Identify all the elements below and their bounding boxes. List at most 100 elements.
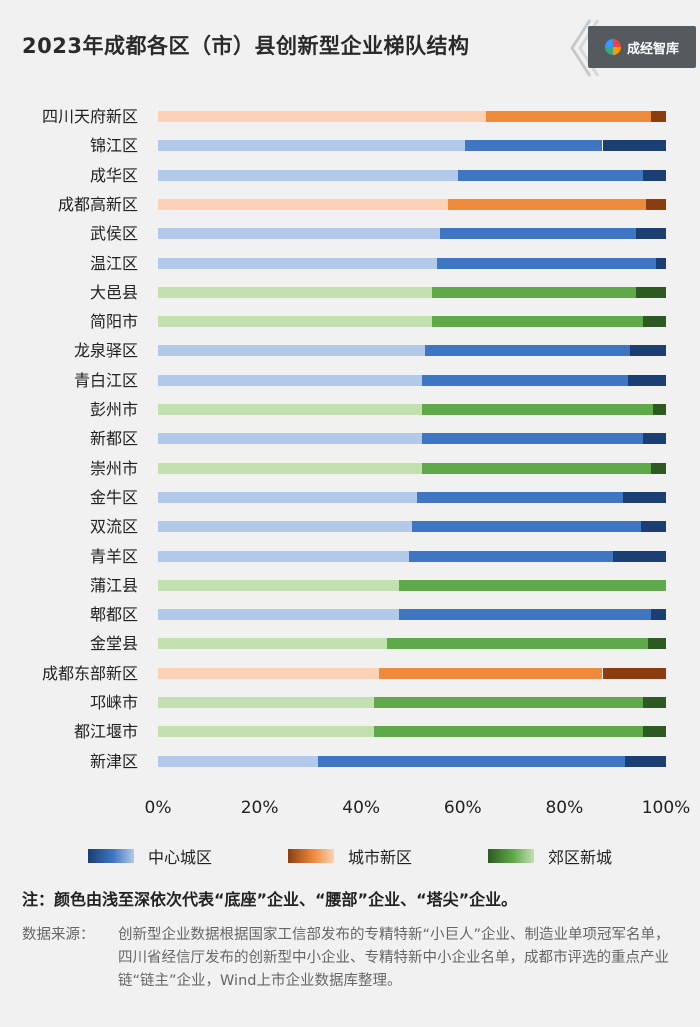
bar-segment — [412, 521, 641, 533]
bar-segment — [158, 169, 458, 181]
x-tick-label: 40% — [342, 798, 381, 818]
legend-item-newcity: 城市新区 — [288, 846, 413, 867]
bar-segment — [643, 433, 666, 445]
bar-segment — [158, 316, 433, 328]
bar-segment — [439, 228, 636, 240]
category-label: 青羊区 — [89, 546, 138, 566]
logo-mark-icon — [604, 39, 621, 55]
bar-segment — [625, 755, 666, 767]
bar-segment — [622, 491, 666, 503]
bar-segment — [318, 755, 626, 767]
bar-segment — [399, 579, 666, 591]
x-tick-label: 100% — [641, 798, 691, 818]
bar-segment — [457, 169, 644, 181]
legend-swatch-newcity — [288, 849, 334, 863]
bar-segment — [465, 140, 603, 152]
legend-label-suburb: 郊区新城 — [548, 848, 613, 867]
category-label: 金堂县 — [89, 634, 138, 654]
bar-segment — [422, 374, 628, 386]
bar-segment — [378, 667, 603, 679]
category-label: 金牛区 — [89, 487, 138, 507]
data-source: 数据来源： 创新型企业数据根据国家工信部发布的专精特新“小巨人”企业、制造业单项… — [22, 924, 682, 993]
x-tick-label: 80% — [545, 798, 584, 818]
bar-segment — [158, 404, 423, 415]
brand-logo: 成经智库 — [560, 18, 700, 78]
bar-segment — [643, 726, 666, 738]
logo-text: 成经智库 — [626, 41, 679, 57]
bar-segment — [158, 286, 433, 298]
bar-segment — [422, 462, 651, 474]
bar-segment — [373, 697, 644, 708]
x-tick-label: 20% — [240, 798, 279, 818]
category-label: 青白江区 — [73, 370, 138, 390]
category-label: 成都高新区 — [57, 194, 138, 214]
bar-segment — [158, 521, 412, 533]
bar-segment — [158, 550, 410, 562]
category-label: 简阳市 — [89, 312, 138, 332]
bar-segment — [158, 726, 374, 738]
source-text: 创新型企业数据根据国家工信部发布的专精特新“小巨人”企业、制造业单项冠军名单，四… — [118, 927, 670, 989]
bar-segment — [612, 550, 666, 562]
bar-segment — [158, 667, 379, 679]
color-note: 注：颜色由浅至深依次代表“底座”企业、“腰部”企业、“塔尖”企业。 — [22, 890, 518, 909]
bar-segment — [650, 462, 666, 474]
bar-segment — [158, 755, 319, 767]
bar-segment — [630, 345, 666, 357]
bar-segment — [602, 140, 666, 152]
bar-segment — [158, 140, 466, 152]
category-label: 龙泉驿区 — [73, 341, 138, 361]
bar-segment — [158, 433, 423, 445]
category-label: 四川天府新区 — [41, 107, 138, 126]
legend-item-center: 中心城区 — [88, 846, 212, 867]
category-label: 成都东部新区 — [41, 663, 138, 683]
legend-swatch-suburb — [488, 849, 534, 863]
category-label: 蒲江县 — [89, 575, 138, 595]
logo-badge: 成经智库 — [588, 26, 696, 68]
bar-segment — [602, 667, 666, 679]
source-label: 数据来源： — [22, 927, 95, 943]
bar-segment — [655, 257, 666, 269]
category-label: 新都区 — [89, 429, 138, 449]
bar-segment — [640, 521, 666, 533]
bar-segment — [643, 697, 666, 708]
category-label: 成华区 — [89, 165, 138, 185]
legend-item-suburb: 郊区新城 — [488, 846, 613, 867]
legend-label-newcity: 城市新区 — [348, 848, 413, 867]
bar-segment — [158, 374, 423, 386]
bar-segment — [386, 638, 649, 650]
category-label: 崇州市 — [89, 458, 138, 478]
bar-segment — [432, 286, 636, 298]
category-label: 都江堰市 — [73, 722, 138, 742]
category-label: 双流区 — [89, 517, 138, 537]
bar-segment — [650, 609, 666, 621]
bar-segment — [409, 550, 613, 562]
bar-segment — [158, 111, 486, 122]
bar-segment — [424, 345, 631, 357]
bar-segment — [648, 638, 666, 650]
bar-segment — [645, 198, 666, 210]
bar-segment — [417, 491, 623, 503]
bar-segment — [653, 404, 666, 415]
chart-title: 2023年成都各区（市）县创新型企业梯队结构 — [22, 34, 470, 58]
bar-segment — [635, 286, 666, 298]
bar-segment — [373, 726, 644, 738]
x-tick-label: 0% — [144, 798, 172, 818]
category-label: 邛崃市 — [89, 693, 138, 712]
bar-segment — [643, 169, 666, 181]
category-label: 温江区 — [89, 253, 138, 273]
bar-segment — [635, 228, 666, 240]
bar-segment — [158, 345, 425, 357]
bar-segment — [422, 433, 644, 445]
category-label: 郫都区 — [89, 605, 138, 625]
bar-segment — [158, 579, 400, 591]
category-label: 武侯区 — [89, 224, 138, 244]
bar-segment — [485, 111, 651, 122]
bar-segment — [447, 198, 646, 210]
bar-segment — [158, 462, 423, 474]
bar-segment — [627, 374, 666, 386]
bar-segment — [643, 316, 666, 328]
bar-segment — [437, 257, 656, 269]
category-label: 大邑县 — [89, 282, 138, 302]
bar-segment — [158, 609, 400, 621]
bar-segment — [158, 257, 438, 269]
